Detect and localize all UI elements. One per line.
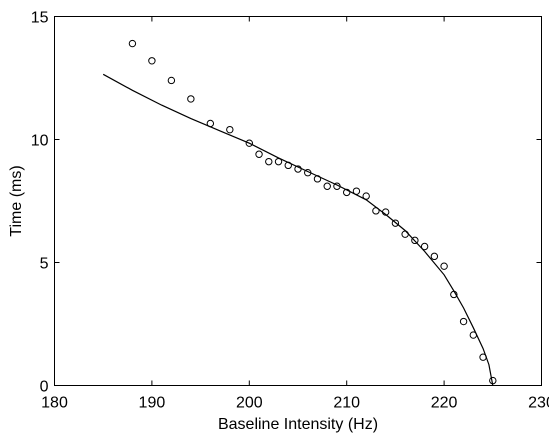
data-point xyxy=(148,57,156,65)
data-point xyxy=(245,139,254,147)
data-point xyxy=(440,262,448,270)
data-point xyxy=(128,39,137,48)
data-point xyxy=(343,188,351,197)
data-point xyxy=(187,95,195,103)
data-point xyxy=(411,236,419,245)
data-point xyxy=(430,252,439,261)
y-tick-label: 5 xyxy=(40,256,49,273)
y-tick-label: 10 xyxy=(31,133,49,150)
data-point xyxy=(265,157,273,166)
x-tick-label: 210 xyxy=(333,395,360,412)
axes-frame xyxy=(54,16,542,386)
y-tick-label: 0 xyxy=(40,379,49,396)
data-point xyxy=(420,242,429,251)
x-tick-label: 220 xyxy=(431,395,458,412)
plot-area xyxy=(102,39,497,386)
x-tick-label: 190 xyxy=(139,395,166,412)
x-tick-label: 180 xyxy=(41,395,68,412)
data-point xyxy=(323,182,331,190)
data-point xyxy=(167,76,176,85)
y-axis-label: Time (ms) xyxy=(8,165,25,236)
x-axis-label: Baseline Intensity (Hz) xyxy=(218,416,378,433)
fit-line xyxy=(102,73,494,386)
data-point xyxy=(255,150,263,158)
data-point xyxy=(459,317,468,326)
data-point xyxy=(226,125,234,134)
data-point xyxy=(391,219,400,227)
axis-ticks: 180 190 200 210 220 230 0 5 10 15 xyxy=(31,10,549,412)
x-tick-label: 200 xyxy=(236,395,263,412)
y-tick-label: 15 xyxy=(31,10,49,27)
x-tick-label: 230 xyxy=(528,395,549,412)
